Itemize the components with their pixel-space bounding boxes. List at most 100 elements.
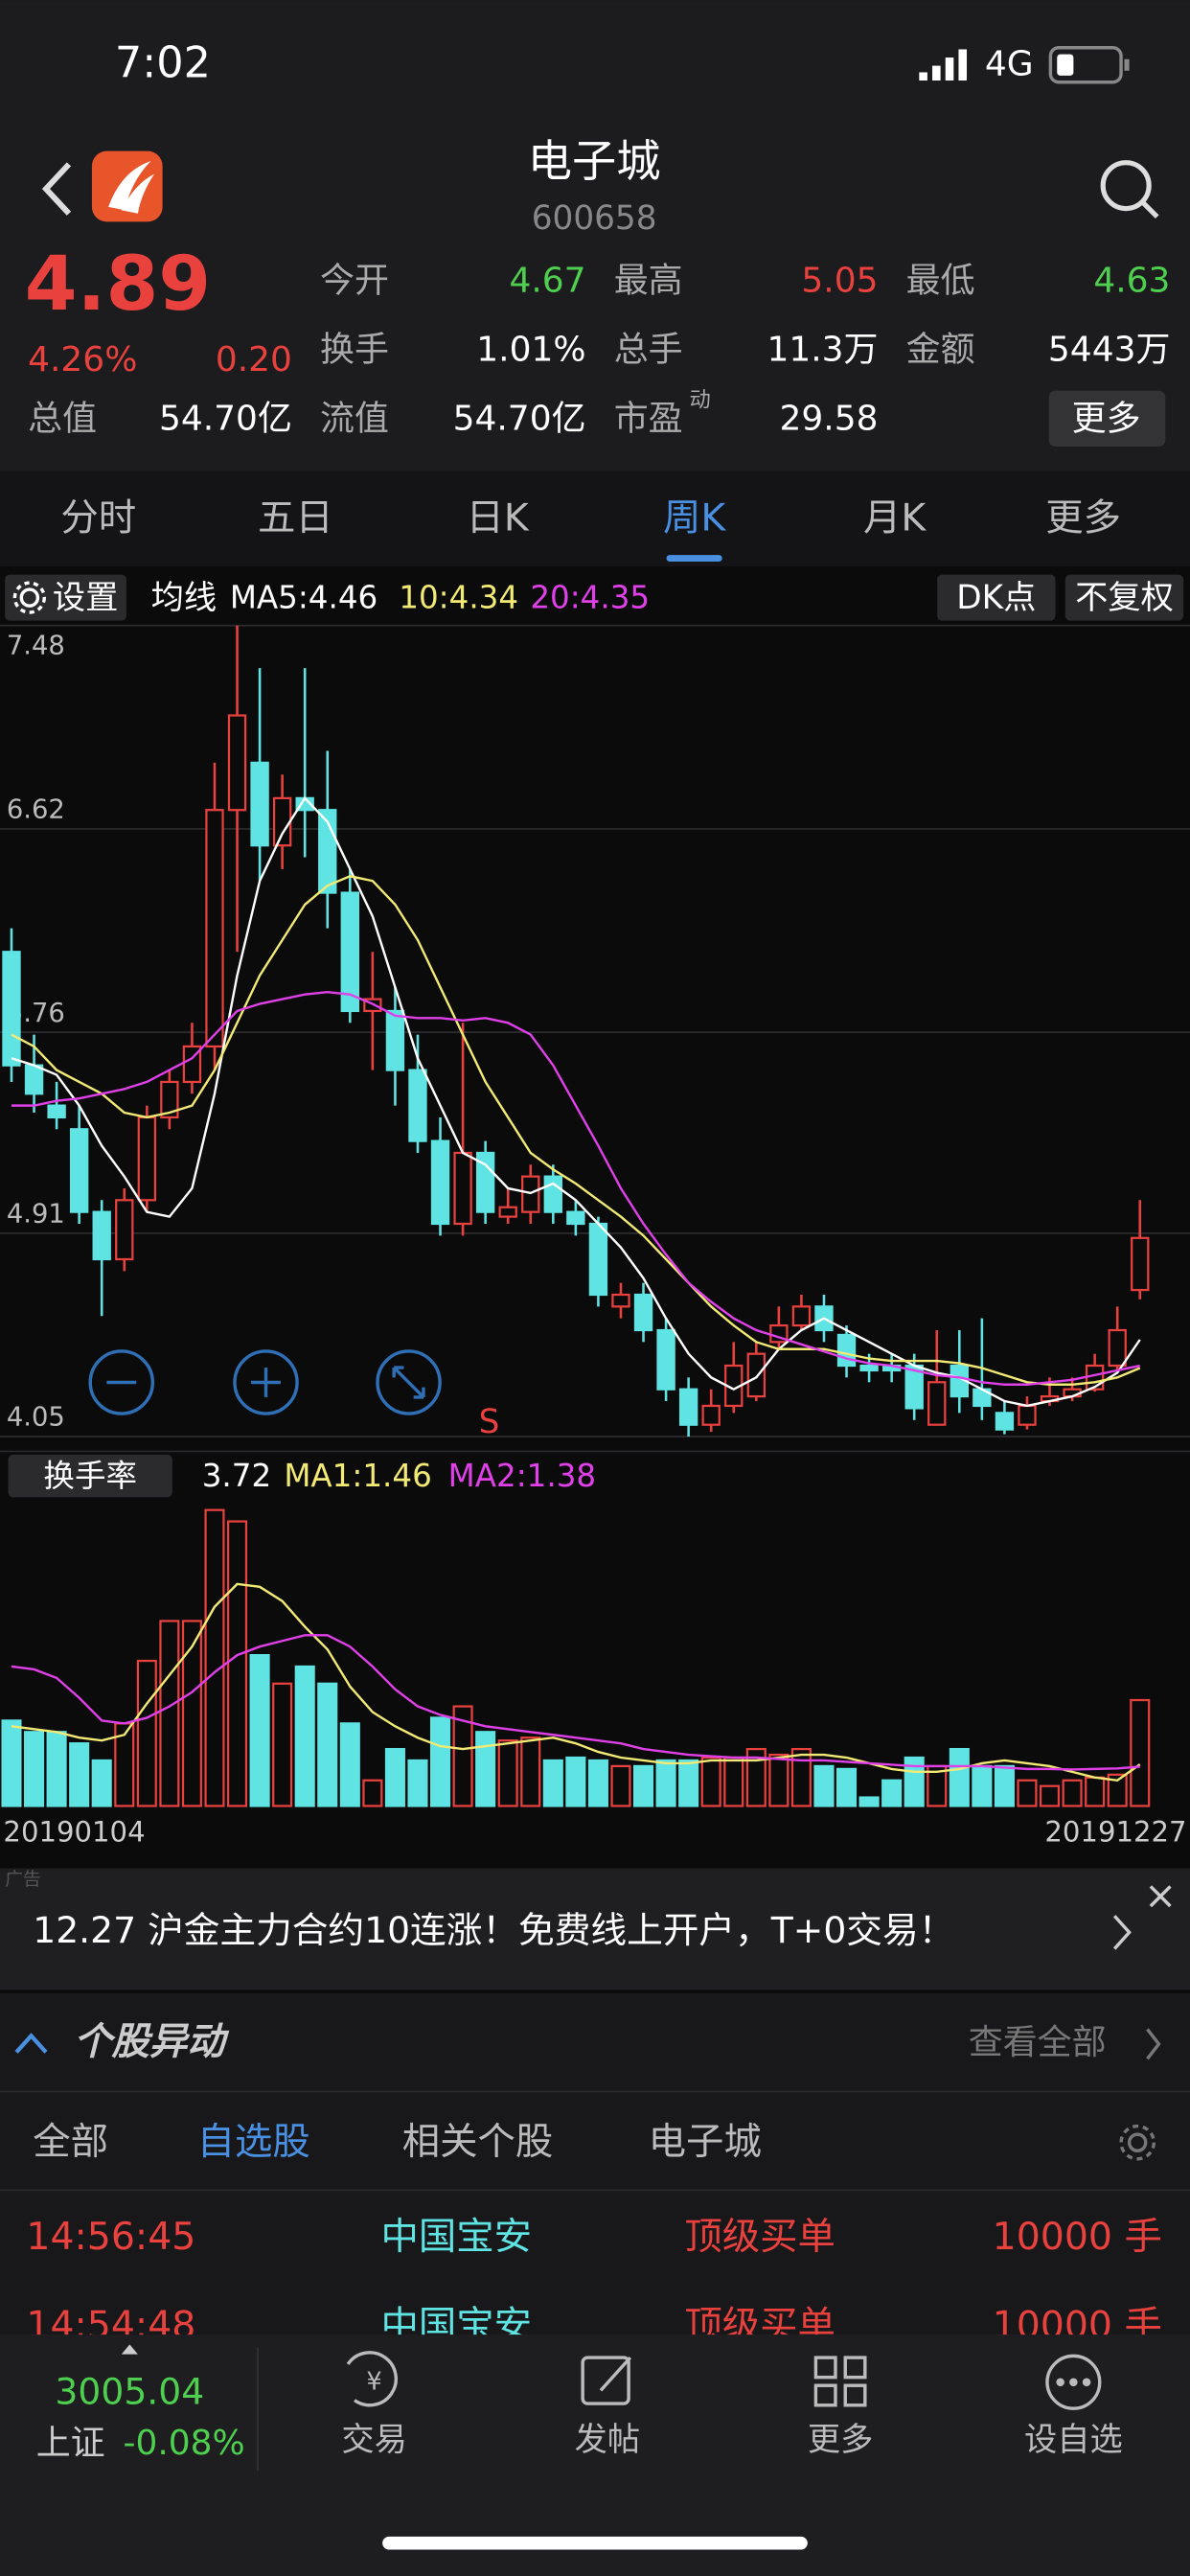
turnover-bar: [430, 1716, 451, 1807]
period-tab[interactable]: 更多: [1045, 496, 1121, 540]
zoom-out[interactable]: [88, 1349, 155, 1415]
back-button[interactable]: [41, 162, 72, 216]
candle-body: [272, 796, 292, 847]
more-button[interactable]: [1048, 390, 1166, 448]
fullscreen[interactable]: [376, 1349, 442, 1415]
turnover-bar: [452, 1705, 473, 1807]
adjust-label[interactable]: 不复权: [1075, 579, 1174, 617]
dk-label[interactable]: DK点: [956, 579, 1036, 617]
zoom-in[interactable]: [233, 1349, 299, 1415]
nav-icons: ¥: [346, 2351, 1102, 2410]
candle-body: [1018, 1404, 1037, 1426]
indicator-button[interactable]: [8, 1454, 172, 1498]
filter-tab[interactable]: 电子城: [649, 2120, 762, 2164]
candle-body: [995, 1412, 1015, 1431]
candle-body: [746, 1352, 766, 1398]
candle-body: [1108, 1328, 1127, 1368]
y-tick-label: 4.91: [7, 1200, 65, 1230]
turnover-bar: [881, 1779, 903, 1807]
home-indicator: [382, 2536, 808, 2550]
period-tab[interactable]: 日K: [466, 496, 529, 540]
stat-label: 今开: [320, 262, 389, 301]
candle-body: [24, 1064, 44, 1095]
movers-title: 个股异动: [74, 2019, 230, 2063]
turnover-bar: [1062, 1779, 1083, 1807]
turnover-bar: [407, 1759, 428, 1807]
index-value[interactable]: 3005.04: [55, 2370, 204, 2412]
period-tab[interactable]: 月K: [863, 496, 927, 540]
filter-tab[interactable]: 全部: [33, 2120, 108, 2164]
settings-button[interactable]: [5, 574, 126, 621]
adjust-button[interactable]: [1064, 574, 1184, 621]
turnover-bar: [339, 1722, 360, 1807]
ad-tag: 广告: [5, 1869, 41, 1890]
filter-settings[interactable]: [1119, 2124, 1156, 2161]
dk-button[interactable]: [937, 574, 1056, 621]
turnover-bar: [384, 1747, 405, 1807]
turnover-bar: [1017, 1779, 1038, 1807]
ad-close[interactable]: [1149, 1885, 1172, 1908]
kline-chart: 4.054.915.766.627.48: [0, 624, 1190, 1807]
search-button[interactable]: [1100, 160, 1159, 219]
candle-body: [137, 1116, 157, 1202]
stat-label: 金额: [906, 331, 975, 370]
turnover-bar: [1085, 1776, 1106, 1807]
candle-body: [340, 891, 359, 1013]
index-name[interactable]: 上证: [36, 2424, 105, 2463]
turnover-current: 3.72: [202, 1458, 271, 1494]
filter-tab[interactable]: 自选股: [197, 2120, 310, 2164]
ad-text[interactable]: 12.27 沪金主力合约10连涨！免费线上开户，T+0交易！: [33, 1909, 954, 1951]
turnover-bar: [475, 1731, 496, 1807]
turnover-bar: [1039, 1784, 1061, 1807]
signal-icon: [919, 49, 968, 81]
turnover-bar: [655, 1759, 676, 1807]
filter-tab[interactable]: 相关个股: [402, 2120, 554, 2164]
bottom-bar: [0, 2334, 1190, 2576]
view-all[interactable]: 查看全部: [969, 2023, 1107, 2062]
mover-cell[interactable]: 中国宝安: [380, 2215, 532, 2259]
more-label[interactable]: 更多: [1072, 400, 1141, 439]
gear-icon: [12, 581, 46, 614]
nav-item[interactable]: 更多: [808, 2421, 874, 2459]
ma-label: 均线: [151, 579, 217, 617]
turnover-bar: [904, 1756, 925, 1807]
indicator-label[interactable]: 换手率: [43, 1458, 137, 1494]
mover-cell[interactable]: 顶级买单: [684, 2215, 835, 2259]
turnover-bar: [294, 1665, 315, 1807]
nav-item[interactable]: 交易: [341, 2421, 407, 2459]
ad-arrow[interactable]: [1112, 1915, 1132, 1950]
stat-value: 5443万: [1048, 331, 1171, 370]
candle-body: [678, 1388, 698, 1426]
svg-text:¥: ¥: [366, 2367, 381, 2396]
ma-line: [11, 875, 1141, 1386]
mover-cell[interactable]: 10000 手: [993, 2215, 1162, 2259]
candle-body: [408, 1069, 427, 1142]
period-tab[interactable]: 周K: [663, 496, 726, 540]
battery-icon: [1048, 46, 1130, 84]
nav-item[interactable]: 设自选: [1024, 2421, 1123, 2459]
mover-cell[interactable]: 14:56:45: [26, 2215, 195, 2259]
turnover-bar: [24, 1731, 45, 1807]
turnover-bar: [91, 1759, 112, 1807]
ad-bg: [0, 1868, 1190, 1990]
collapse-icon[interactable]: [14, 2033, 48, 2054]
candle-body: [566, 1210, 585, 1226]
index-change[interactable]: -0.08%: [123, 2424, 244, 2463]
turnover-bar: [835, 1767, 858, 1807]
period-tab[interactable]: 五日: [258, 496, 333, 540]
period-tab[interactable]: 分时: [60, 496, 136, 540]
tabs-bg: [0, 471, 1190, 567]
y-tick-label: 6.62: [7, 795, 65, 825]
ma-line: [11, 1582, 1141, 1782]
candle-body: [836, 1333, 857, 1368]
candle-body: [588, 1222, 608, 1297]
settings-label[interactable]: 设置: [53, 579, 119, 617]
stock-name: 电子城: [528, 135, 661, 187]
turnover-bar: [136, 1659, 157, 1807]
view-all-arrow[interactable]: [1146, 2028, 1161, 2060]
nav-item[interactable]: 发帖: [575, 2421, 641, 2459]
turnover-bar: [542, 1759, 563, 1807]
candle-body: [859, 1364, 879, 1372]
